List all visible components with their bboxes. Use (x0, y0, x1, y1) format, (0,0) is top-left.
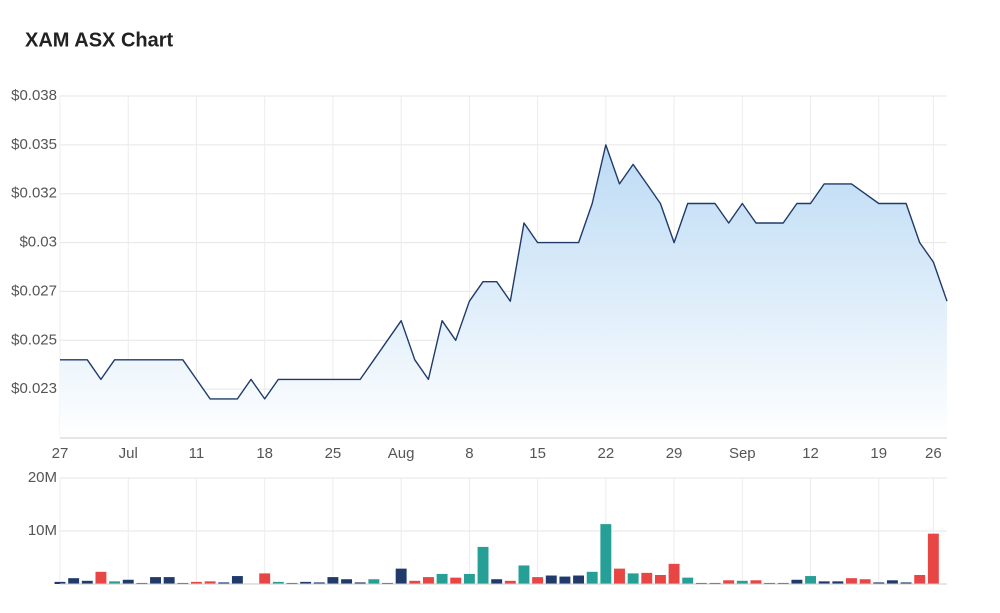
price-line (60, 144, 948, 400)
y-tick-label: $0.03 (19, 234, 57, 251)
volume-bar (668, 563, 680, 584)
volume-bar (272, 581, 284, 584)
y-tick-label: $0.027 (11, 282, 57, 299)
x-tick-label: 26 (925, 445, 942, 462)
x-tick-label: 11 (189, 445, 205, 462)
volume-bar (654, 574, 666, 584)
volume-bar (382, 582, 393, 584)
x-tick-label: 22 (598, 445, 615, 462)
x-tick-label: 29 (666, 445, 683, 462)
x-tick-label: 27 (52, 445, 69, 462)
x-tick-label: 12 (802, 445, 819, 462)
volume-bar (846, 578, 857, 584)
volume-bar (600, 524, 612, 584)
volume-bar (163, 577, 175, 584)
volume-bar (395, 568, 407, 584)
volume-bar (532, 577, 544, 584)
volume-bar (450, 577, 462, 584)
volume-bar (81, 580, 93, 584)
volume-bar (368, 579, 380, 584)
x-tick-label: 19 (870, 445, 887, 462)
y-tick-label: 20M (28, 469, 57, 486)
volume-bar (832, 581, 844, 584)
volume-bar (900, 582, 912, 584)
volume-bar (54, 581, 66, 584)
x-tick-label: 15 (529, 445, 546, 462)
x-tick-label: Jul (119, 445, 138, 462)
volume-bar (818, 581, 830, 584)
volume-bar (68, 578, 80, 584)
volume-bar (791, 579, 803, 584)
volume-bar (422, 577, 434, 584)
volume-bar (204, 581, 216, 584)
volume-bar (545, 575, 557, 584)
volume-bar (914, 574, 926, 584)
volume-bar (559, 576, 571, 584)
volume-bar (586, 571, 598, 584)
volume-bar (695, 582, 707, 584)
volume-bar (327, 577, 339, 584)
volume-bar (518, 565, 530, 584)
volume-bar (491, 579, 503, 584)
volume-bar (259, 573, 271, 584)
volume-bar (641, 572, 653, 584)
volume-bar (300, 581, 312, 584)
volume-bar (136, 582, 148, 584)
volume-bar (859, 579, 871, 584)
volume-bar (463, 573, 475, 584)
volume-bar (354, 582, 366, 584)
x-tick-label: 8 (465, 445, 473, 462)
volume-bar (191, 581, 202, 584)
volume-bar (709, 582, 721, 584)
volume-bar (109, 581, 121, 584)
volume-bar (436, 573, 448, 584)
volume-bar (122, 579, 134, 584)
volume-bar (627, 573, 639, 584)
volume-bar (723, 580, 735, 584)
volume-bar (286, 582, 298, 584)
volume-bar (409, 580, 421, 584)
chart-title: XAM ASX Chart (25, 29, 174, 51)
volume-bar (150, 577, 161, 584)
y-tick-label: $0.035 (11, 136, 57, 153)
volume-bar (682, 577, 694, 584)
volume-bar (231, 576, 243, 584)
volume-bar (218, 582, 230, 584)
volume-bar (614, 568, 625, 584)
volume-bar (95, 571, 107, 584)
volume-bar (764, 582, 776, 584)
volume-bar (736, 580, 748, 584)
volume-bar (573, 575, 585, 584)
volume-bar (886, 580, 898, 584)
x-tick-label: Aug (388, 445, 415, 462)
volume-bar (750, 580, 762, 584)
volume-bar (177, 582, 189, 584)
y-tick-label: $0.025 (11, 331, 57, 348)
volume-bar (873, 582, 885, 584)
volume-bar (477, 546, 489, 584)
volume-bar (927, 533, 939, 584)
volume-bar (805, 576, 816, 584)
y-tick-label: $0.038 (11, 87, 57, 104)
x-tick-label: 18 (256, 445, 273, 462)
volume-bar (313, 582, 325, 584)
x-tick-label: 25 (325, 445, 342, 462)
y-tick-label: 10M (28, 522, 57, 539)
volume-bar (341, 579, 353, 584)
y-tick-label: $0.032 (11, 185, 57, 202)
x-tick-label: Sep (729, 445, 756, 462)
volume-bar (777, 582, 789, 584)
volume-bar (504, 580, 516, 584)
y-tick-label: $0.023 (11, 380, 57, 397)
